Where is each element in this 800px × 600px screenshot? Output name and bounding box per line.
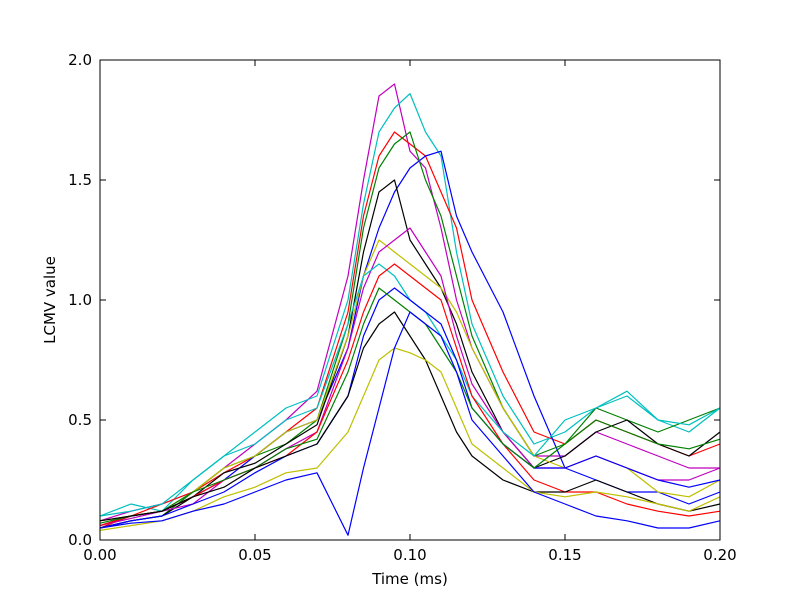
y-tick-label: 1.5: [68, 171, 92, 189]
x-tick-label: 0.10: [393, 546, 426, 564]
x-axis-label: Time (ms): [371, 570, 448, 588]
series-layer: [99, 83, 721, 536]
y-tick-label: 0.5: [68, 411, 92, 429]
series-line-15: [99, 311, 721, 536]
x-tick-label: 0.05: [238, 546, 271, 564]
y-axis-label: LCMV value: [41, 256, 59, 344]
ticks-layer: 0.00 0.05 0.10 0.15 0.20 0.0 0.5 1.0 1.5 2.0: [68, 51, 737, 564]
y-tick-label: 2.0: [68, 51, 92, 69]
series-line-6: [99, 179, 721, 529]
y-tick-label: 1.0: [68, 291, 92, 309]
series-line-13: [99, 311, 721, 522]
x-tick-label: 0.15: [548, 546, 581, 564]
y-tick-label: 0.0: [68, 531, 92, 549]
series-line-11: [99, 287, 721, 529]
series-line-14: [99, 347, 721, 531]
x-tick-label: 0.20: [703, 546, 736, 564]
x-tick-label: 0.00: [83, 546, 116, 564]
